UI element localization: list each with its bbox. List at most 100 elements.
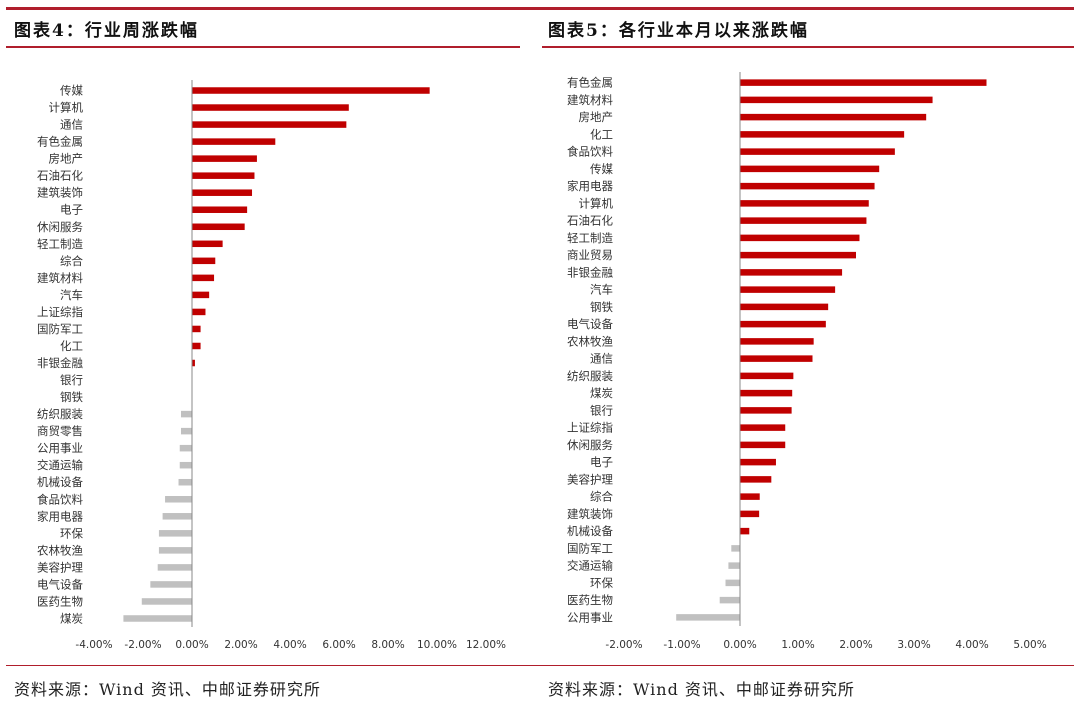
category-label: 房地产	[579, 110, 614, 124]
chart-title-right: 图表5：各行业本月以来涨跌幅	[548, 21, 809, 41]
bar	[192, 291, 210, 299]
bar	[178, 478, 192, 486]
x-tick-label: 0.00%	[175, 639, 208, 651]
bar	[192, 223, 245, 231]
category-label: 家用电器	[37, 509, 83, 523]
x-tick-label: 5.00%	[1013, 639, 1046, 651]
category-label: 公用事业	[567, 610, 613, 624]
category-label: 石油石化	[567, 214, 613, 228]
category-label: 农林牧渔	[37, 543, 83, 557]
bar	[158, 530, 192, 537]
bar	[740, 320, 826, 328]
bar	[157, 564, 192, 571]
bar	[740, 269, 843, 276]
category-label: 电子	[590, 455, 613, 469]
chart-title-left: 图表4：行业周涨跌幅	[14, 21, 199, 41]
category-label: 上证综指	[567, 421, 613, 435]
category-label: 商贸零售	[37, 424, 83, 438]
bar	[740, 355, 813, 362]
bar	[740, 217, 867, 224]
bar	[123, 615, 192, 622]
bar	[740, 458, 776, 466]
category-label: 医药生物	[37, 594, 83, 608]
category-label: 非银金融	[567, 265, 613, 279]
category-label: 国防军工	[37, 322, 83, 336]
category-label: 商业贸易	[567, 248, 613, 262]
bar	[740, 251, 856, 259]
bar	[740, 510, 760, 518]
category-label: 轻工制造	[37, 237, 83, 251]
bar	[192, 257, 216, 265]
category-label: 家用电器	[567, 179, 613, 193]
bar-chart-weekly: 传媒计算机通信有色金属房地产石油石化建筑装饰电子休闲服务轻工制造综合建筑材料汽车…	[37, 80, 506, 651]
bar	[728, 562, 740, 569]
bar	[158, 547, 192, 554]
bar	[192, 189, 253, 196]
category-label: 交通运输	[37, 458, 83, 472]
bar	[740, 96, 933, 104]
category-label: 食品饮料	[567, 145, 613, 159]
category-label: 汽车	[590, 283, 613, 297]
bar	[740, 527, 750, 535]
bar	[740, 234, 860, 242]
bar	[180, 410, 192, 418]
bottom-rule	[6, 665, 1074, 666]
bar	[740, 165, 880, 173]
bar	[740, 476, 772, 483]
category-label: 上证综指	[37, 305, 83, 319]
category-label: 石油石化	[37, 169, 83, 183]
category-label: 交通运输	[567, 559, 613, 573]
title-rule-right	[542, 46, 1074, 48]
x-tick-label: 10.00%	[417, 639, 457, 651]
x-tick-label: -4.00%	[75, 639, 112, 651]
category-label: 煤炭	[60, 611, 83, 625]
bar-chart-monthly: 有色金属建筑材料房地产化工食品饮料传媒家用电器计算机石油石化轻工制造商业贸易非银…	[567, 72, 1047, 651]
category-label: 机械设备	[37, 475, 83, 489]
category-label: 国防军工	[567, 541, 613, 555]
bar	[192, 138, 276, 145]
x-tick-label: 4.00%	[955, 639, 988, 651]
bar	[141, 598, 192, 605]
bar	[150, 581, 192, 588]
bar	[192, 240, 223, 248]
category-label: 休闲服务	[567, 438, 613, 452]
category-label: 计算机	[579, 196, 614, 210]
bar	[192, 206, 248, 213]
x-tick-label: -2.00%	[605, 639, 642, 651]
bar	[192, 325, 201, 333]
category-label: 银行	[60, 373, 83, 387]
category-label: 房地产	[49, 152, 84, 166]
category-label: 美容护理	[37, 560, 83, 574]
category-label: 电气设备	[567, 317, 613, 331]
category-label: 纺织服装	[37, 407, 83, 421]
category-label: 银行	[590, 403, 613, 417]
x-tick-label: 12.00%	[466, 639, 506, 651]
bar	[192, 274, 215, 282]
x-tick-label: -2.00%	[124, 639, 161, 651]
category-label: 有色金属	[37, 135, 83, 149]
bar	[740, 424, 786, 431]
bar	[740, 338, 814, 345]
bar	[740, 389, 793, 397]
source-note-right: 资料来源：Wind 资讯、中邮证券研究所	[548, 680, 855, 699]
bar	[676, 614, 740, 621]
bar	[719, 596, 740, 604]
category-label: 建筑材料	[37, 271, 83, 285]
x-tick-label: 3.00%	[897, 639, 930, 651]
bar	[731, 545, 740, 552]
category-label: 通信	[590, 352, 613, 366]
category-label: 通信	[60, 118, 83, 132]
x-tick-label: 0.00%	[723, 639, 756, 651]
bar	[740, 303, 829, 311]
category-label: 建筑装饰	[567, 507, 613, 521]
category-label: 计算机	[49, 101, 84, 115]
bar	[740, 113, 927, 121]
bar	[740, 131, 905, 138]
category-label: 环保	[60, 526, 83, 540]
category-label: 传媒	[590, 162, 613, 176]
category-label: 电气设备	[37, 577, 83, 591]
bar	[740, 182, 875, 190]
bar	[192, 172, 255, 179]
category-label: 钢铁	[590, 300, 613, 314]
x-tick-label: 6.00%	[322, 639, 355, 651]
